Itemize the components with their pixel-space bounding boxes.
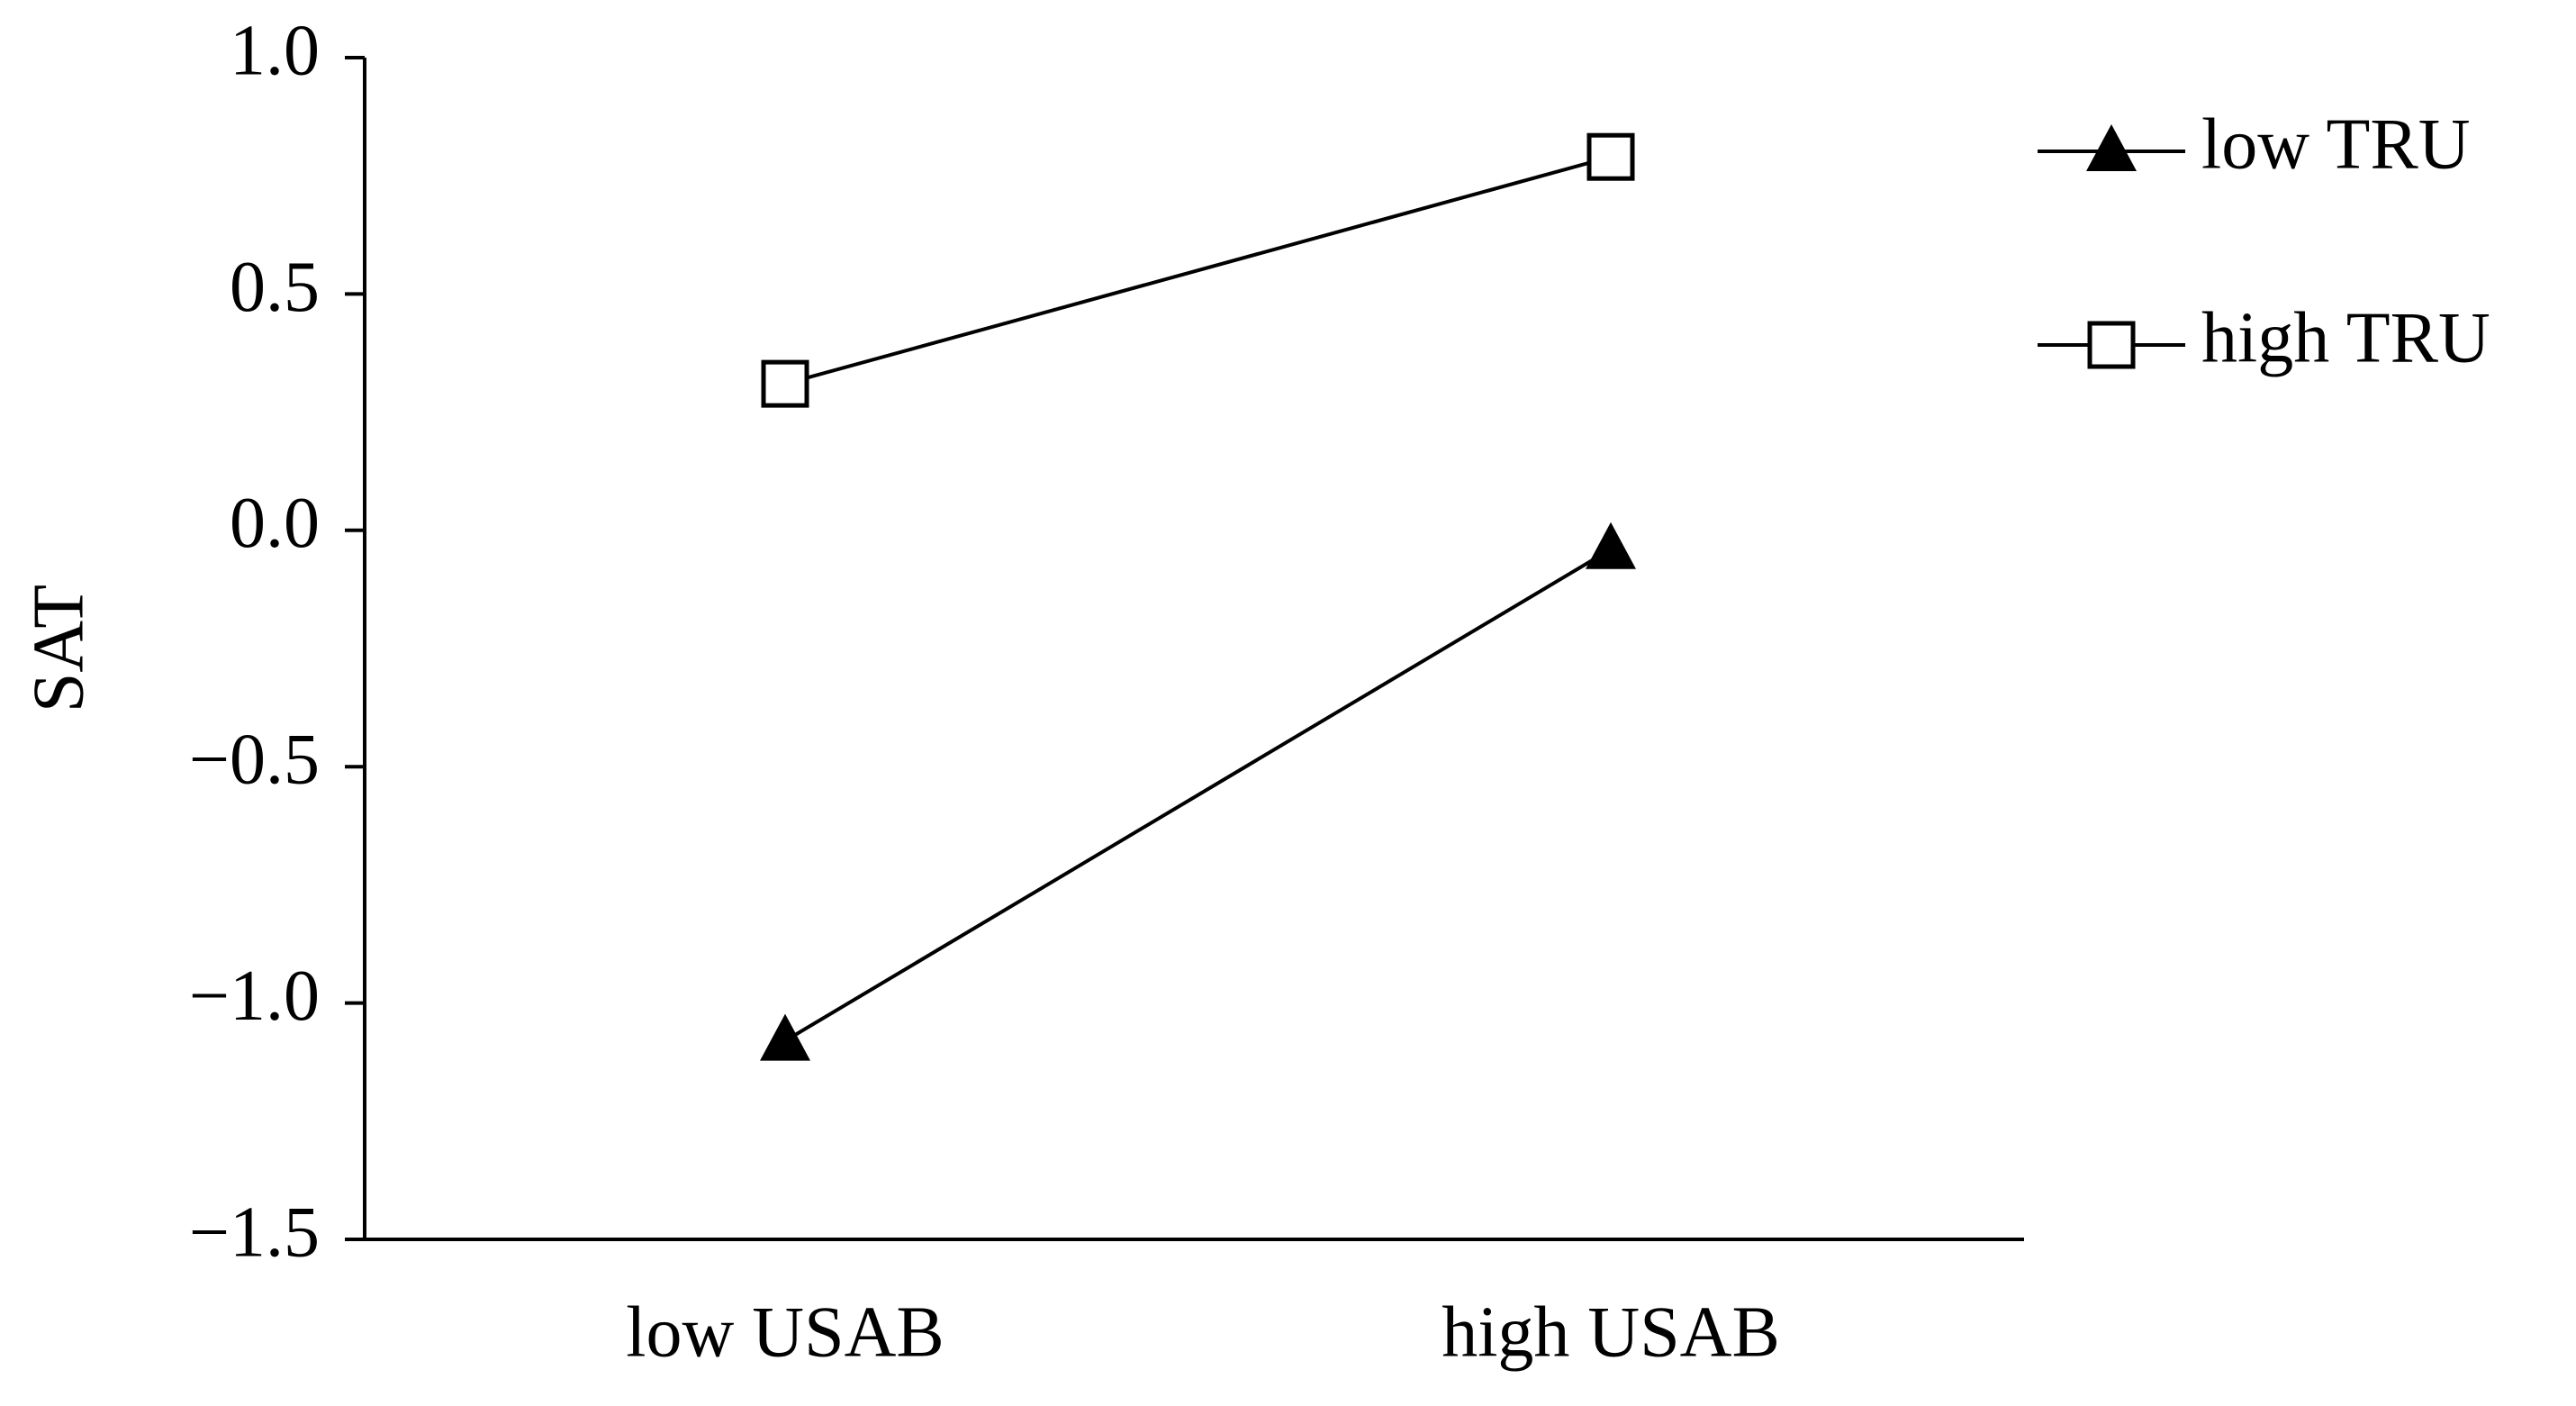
y-tick-label: 0.0 [230,484,320,563]
y-tick-label: 1.0 [230,11,320,90]
data-point [1586,522,1636,569]
x-tick-label: low USAB [626,1293,944,1372]
y-tick-label: −1.5 [189,1193,320,1272]
legend-marker [2087,321,2136,369]
legend-marker [2086,124,2137,171]
legend-label: high TRU [2201,298,2490,377]
data-point [761,359,809,408]
y-tick-label: −1.0 [189,957,320,1036]
y-axis-label: SAT [19,585,98,712]
y-tick-label: 0.5 [230,248,320,327]
data-point [760,1013,810,1061]
x-tick-label: high USAB [1442,1293,1780,1372]
data-point [1586,132,1635,181]
y-tick-label: −0.5 [189,721,320,800]
series-line [783,548,1613,1043]
legend-label: low TRU [2201,104,2471,184]
series-line [784,155,1612,386]
